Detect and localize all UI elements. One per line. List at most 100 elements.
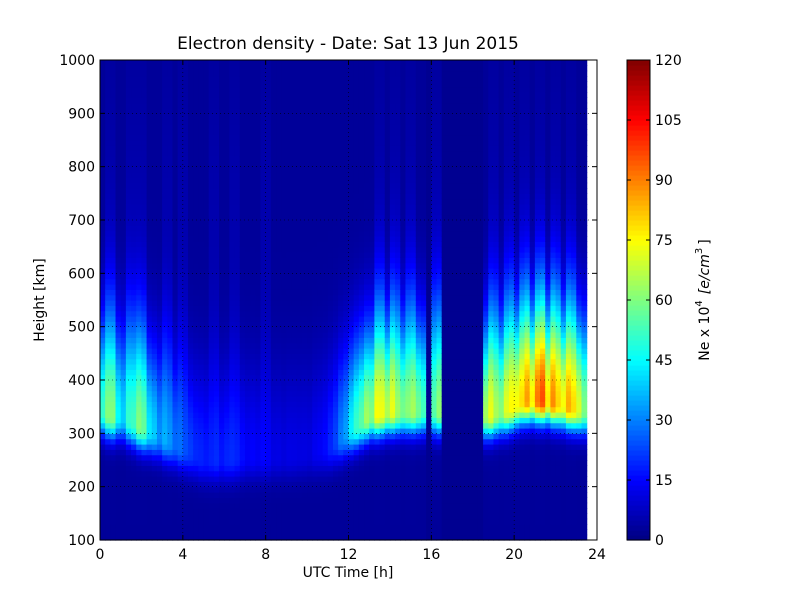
- heatmap-cell: [250, 417, 256, 424]
- heatmap-cell: [244, 353, 251, 360]
- heatmap-cell: [188, 81, 194, 88]
- heatmap-cell: [120, 177, 127, 184]
- heatmap-cell: [177, 321, 184, 328]
- heatmap-cell: [276, 193, 282, 200]
- heatmap-cell: [105, 390, 111, 397]
- heatmap-cell: [234, 241, 241, 248]
- heatmap-cell: [327, 390, 334, 397]
- heatmap-cell: [193, 316, 199, 322]
- heatmap-cell: [276, 513, 282, 520]
- heatmap-cell: [208, 476, 215, 482]
- heatmap-cell: [224, 225, 231, 232]
- heatmap-cell: [177, 108, 184, 114]
- heatmap-cell: [384, 492, 391, 498]
- heatmap-cell: [332, 92, 339, 98]
- heatmap-cell: [291, 321, 298, 328]
- heatmap-cell: [198, 140, 205, 146]
- heatmap-cell: [141, 214, 148, 221]
- heatmap-cell: [296, 332, 303, 338]
- heatmap-cell: [136, 193, 143, 200]
- heatmap-cell: [224, 124, 231, 130]
- heatmap-cell: [141, 156, 148, 162]
- heatmap-cell: [193, 294, 199, 301]
- heatmap-cell: [276, 262, 282, 269]
- heatmap-cell: [338, 257, 344, 264]
- heatmap-cell: [177, 417, 184, 424]
- heatmap-cell: [322, 358, 329, 365]
- heatmap-cell: [115, 124, 122, 130]
- heatmap-cell: [281, 300, 287, 306]
- heatmap-cell: [125, 193, 132, 200]
- heatmap-cell: [338, 300, 344, 306]
- heatmap-cell: [322, 390, 329, 397]
- heatmap-cell: [260, 289, 267, 296]
- heatmap-cell: [358, 76, 365, 82]
- heatmap-cell: [151, 161, 158, 168]
- heatmap-cell: [162, 433, 168, 440]
- heatmap-cell: [100, 348, 106, 354]
- heatmap-cell: [203, 241, 210, 248]
- heatmap-cell: [301, 492, 308, 498]
- heatmap-cell: [188, 438, 194, 445]
- heatmap-cell: [255, 449, 262, 456]
- heatmap-cell: [291, 353, 298, 360]
- heatmap-cell: [343, 97, 350, 104]
- heatmap-cell: [136, 460, 143, 466]
- heatmap-cell: [276, 129, 282, 136]
- heatmap-cell: [307, 326, 313, 333]
- heatmap-cell: [115, 252, 122, 258]
- heatmap-cell: [374, 198, 381, 205]
- heatmap-cell: [250, 284, 256, 290]
- heatmap-cell: [110, 97, 117, 104]
- heatmap-cell: [343, 177, 350, 184]
- heatmap-cell: [364, 316, 370, 322]
- heatmap-cell: [307, 305, 313, 312]
- heatmap-cell: [213, 236, 220, 242]
- heatmap-cell: [353, 161, 360, 168]
- heatmap-cell: [120, 294, 127, 301]
- heatmap-cell: [172, 252, 179, 258]
- heatmap-cell: [177, 529, 184, 536]
- heatmap-cell: [374, 310, 381, 317]
- heatmap-cell: [177, 508, 184, 514]
- heatmap-cell: [270, 124, 277, 130]
- heatmap-cell: [188, 353, 194, 360]
- heatmap-cell: [250, 140, 256, 146]
- heatmap-cell: [265, 294, 272, 301]
- heatmap-cell: [312, 321, 319, 328]
- heatmap-cell: [136, 145, 143, 152]
- heatmap-cell: [120, 454, 127, 461]
- heatmap-cell: [348, 358, 355, 365]
- heatmap-cell: [120, 353, 127, 360]
- heatmap-cell: [369, 86, 375, 93]
- heatmap-cell: [110, 348, 117, 354]
- heatmap-cell: [162, 460, 168, 466]
- heatmap-cell: [369, 486, 375, 493]
- heatmap-cell: [229, 92, 236, 98]
- heatmap-cell: [131, 209, 137, 216]
- heatmap-cell: [307, 268, 313, 274]
- heatmap-cell: [162, 182, 168, 189]
- heatmap-cell: [136, 348, 143, 354]
- heatmap-cell: [250, 316, 256, 322]
- heatmap-cell: [281, 177, 287, 184]
- heatmap-cell: [260, 134, 267, 141]
- heatmap-cell: [239, 230, 246, 237]
- heatmap-cell: [203, 182, 210, 189]
- heatmap-cell: [224, 129, 231, 136]
- heatmap-cell: [364, 529, 370, 536]
- heatmap-cell: [281, 406, 287, 413]
- heatmap-cell: [296, 316, 303, 322]
- heatmap-cell: [208, 209, 215, 216]
- heatmap-cell: [100, 252, 106, 258]
- heatmap-cell: [203, 417, 210, 424]
- heatmap-cell: [167, 278, 174, 285]
- heatmap-cell: [234, 230, 241, 237]
- heatmap-cell: [250, 486, 256, 493]
- heatmap-cell: [177, 486, 184, 493]
- heatmap-cell: [234, 161, 241, 168]
- heatmap-cell: [219, 529, 225, 536]
- heatmap-cell: [105, 150, 111, 157]
- heatmap-cell: [286, 508, 293, 514]
- heatmap-cell: [265, 145, 272, 152]
